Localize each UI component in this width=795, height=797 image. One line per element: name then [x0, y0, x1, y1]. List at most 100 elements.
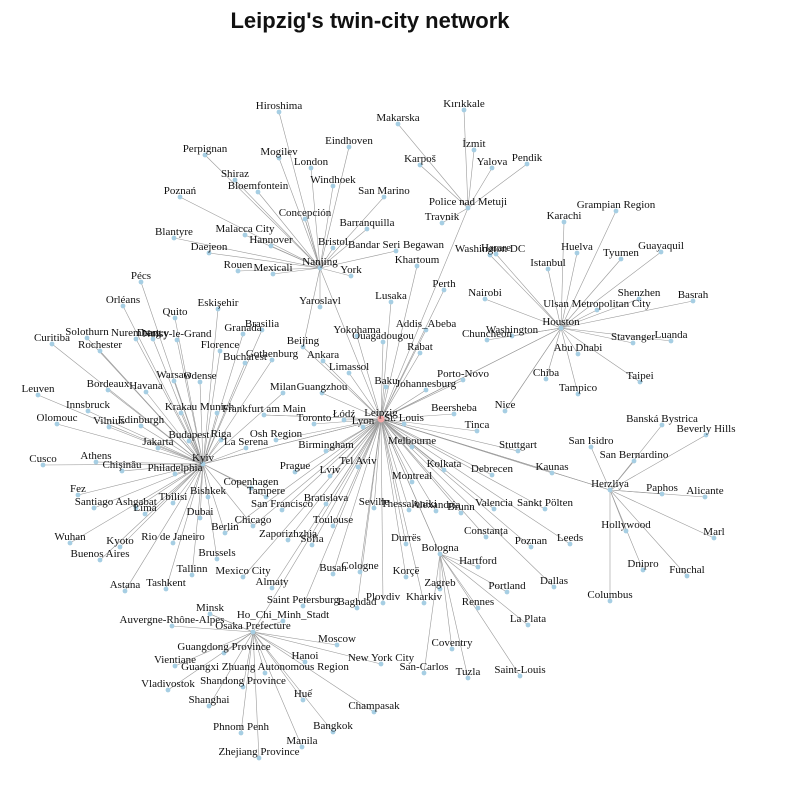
node-label-zaporizhzhia: Zaporizhzhia — [259, 528, 317, 540]
edge-bandar-seri-begawan-nanjing — [319, 250, 397, 269]
edge-budapest-kyiv — [188, 440, 204, 465]
edge-kharkiv-leipzig — [380, 418, 425, 604]
edge-toulouse-leipzig — [332, 418, 382, 527]
edge-funchal-herzliya — [609, 489, 688, 577]
node-london — [308, 165, 314, 171]
node-munich — [214, 410, 220, 416]
node-label-guangdong-province: Guangdong Province — [177, 641, 270, 653]
node-coventry — [449, 646, 455, 652]
node-label-rennes: Rennes — [462, 596, 494, 608]
node-label-korce: Korçë — [393, 565, 420, 577]
edge-guayaquil-houston — [560, 251, 662, 329]
edge-prague-leipzig — [294, 418, 382, 473]
edge-athens-kyiv — [95, 461, 204, 465]
node-label-nice: Nice — [495, 399, 516, 411]
edge-plovdiv-leipzig — [380, 418, 384, 604]
node-innsbruck — [85, 408, 91, 414]
node-label-dallas: Dallas — [540, 575, 568, 587]
edge-phnom-penh-osaka-prefecture — [240, 631, 254, 734]
node-label-sankt-polten: Sankt Pölten — [517, 497, 573, 509]
node-saint-petersburg — [300, 603, 306, 609]
node-label-houston: Houston — [542, 316, 580, 328]
edge-ashgabat-kyiv — [135, 463, 204, 509]
node-k-r-kkale — [461, 107, 467, 113]
edge-ulsan-metropolitan-city-houston — [560, 309, 598, 329]
node-label-stavanger: Stavanger — [611, 331, 655, 343]
edge-rouen-nanjing — [237, 267, 321, 272]
node-kolkata — [441, 467, 447, 473]
node-label-poznan: Poznań — [164, 185, 197, 197]
edge-seville-leipzig — [373, 418, 382, 509]
edge-vladivostok-osaka-prefecture — [167, 631, 254, 691]
edge-zhejiang-province-osaka-prefecture — [252, 631, 260, 759]
node-jakarta — [155, 445, 161, 451]
node-hollywood — [623, 528, 629, 534]
edge-eskisehir-kyiv — [202, 308, 219, 465]
node-label-olomouc: Olomouc — [37, 412, 78, 424]
node-label-vientiane: Vientiane — [154, 654, 196, 666]
node-york — [348, 273, 354, 279]
edge-curitiba-kyiv — [51, 343, 204, 465]
node-label-tampere: Tampere — [247, 485, 285, 497]
node-label-stuttgart: Stuttgart — [499, 439, 537, 451]
edge-buenos-aires-kyiv — [99, 463, 204, 561]
node-label-beersheba: Beersheba — [431, 402, 477, 414]
node-melbourne — [409, 444, 415, 450]
edge-wuhan-kyiv — [69, 463, 204, 544]
node-label-brunn: Brunn — [447, 501, 475, 513]
edge-bordeaux-kyiv — [107, 389, 204, 465]
node-gothenburg — [269, 357, 275, 363]
node-label-la-serena: La Serena — [224, 436, 268, 448]
edge-blantyre-nanjing — [173, 237, 321, 269]
node-lyon — [360, 424, 366, 430]
edge-astana-kyiv — [124, 463, 204, 592]
node-label-addis-abeba: Addis_Abeba — [396, 318, 457, 330]
node-vladivostok — [165, 687, 171, 693]
edge-lima-kyiv — [144, 463, 204, 515]
edge-daejeon-nanjing — [208, 252, 321, 269]
node-label-odz: Łódź — [333, 408, 356, 420]
node-label-nanjing: Nanjing — [302, 256, 338, 268]
node-tampere — [263, 494, 269, 500]
edge-jakarta-kyiv — [157, 447, 204, 465]
node-label-leeds: Leeds — [557, 532, 583, 544]
node-prague — [292, 469, 298, 475]
edge-new-york-city-osaka-prefecture — [252, 631, 382, 665]
node-label-san-francisco: San Francisco — [251, 498, 314, 510]
node-mogilev — [276, 155, 282, 161]
node-st-louis — [401, 421, 407, 427]
edge-san-marino-nanjing — [319, 196, 385, 269]
edge-hiroshima-nanjing — [278, 111, 321, 269]
node-label-rouen: Rouen — [224, 259, 253, 271]
node-label-k-r-kkale: Kırıkkale — [443, 98, 485, 110]
edge-granada-kyiv — [202, 333, 244, 465]
edge-chiba-houston — [545, 327, 562, 380]
node-label-fez: Fez — [70, 483, 86, 495]
edge-lusaka-leipzig — [380, 301, 392, 420]
edge-sankt-polten-leipzig — [380, 418, 546, 510]
node-la-plata — [525, 622, 531, 628]
node-san-marino — [381, 194, 387, 200]
node-alexandria — [433, 508, 439, 514]
node-label-baghdad: Baghdad — [337, 596, 377, 608]
node-label-vilnius: Vilnius — [93, 415, 125, 427]
node-tuzla — [465, 675, 471, 681]
node-label-leuven: Leuven — [22, 383, 55, 395]
node-solothurn — [84, 335, 90, 341]
node-label-granada: Granada — [224, 322, 261, 334]
node-bordeaux — [105, 387, 111, 393]
node-label-dnipro: Dnipro — [627, 558, 659, 570]
node-hanoi — [302, 659, 308, 665]
node-saint-louis — [517, 673, 523, 679]
edge-beijing-leipzig — [302, 346, 382, 420]
node-leuven — [35, 392, 41, 398]
edge-nanjing-concepcion — [304, 218, 321, 269]
node-label-paphos: Paphos — [646, 482, 678, 494]
edge-yalova-police-nad-metuji — [467, 167, 493, 209]
node-label-prague: Prague — [280, 460, 311, 472]
node-label-zagreb: Zagreb — [424, 577, 456, 589]
node-label-pecs: Pécs — [131, 270, 151, 282]
edge-alexandria-leipzig — [380, 418, 437, 512]
node-police-nad-metuji — [465, 205, 471, 211]
